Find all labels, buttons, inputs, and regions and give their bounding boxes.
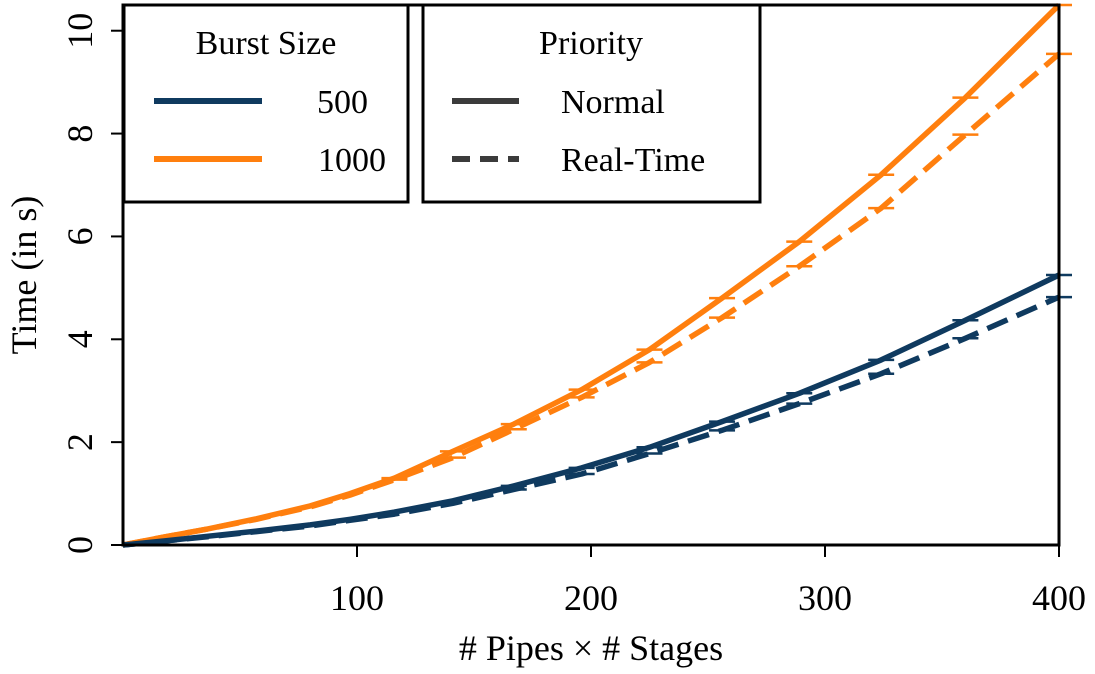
- y-tick-label: 0: [60, 536, 100, 554]
- x-tick-label: 200: [564, 578, 618, 618]
- legend-label-normal: Normal: [561, 84, 665, 121]
- series-line-500-real-time: [122, 294, 1061, 548]
- legend-label-500: 500: [317, 84, 368, 121]
- x-axis-title: # Pipes × # Stages: [459, 628, 723, 668]
- y-tick-label: 10: [60, 13, 100, 49]
- legend-label-real-time: Real-Time: [561, 142, 705, 179]
- axis-ticks-layer: 100 200 300 400 0 2 4 6 8 10: [60, 13, 1086, 618]
- legend-burst-size: Burst Size 500 1000: [122, 3, 410, 204]
- y-tick-label: 6: [60, 227, 100, 245]
- y-axis-title: Time (in s): [4, 196, 44, 355]
- legend-priority: Priority Normal Real-Time: [421, 3, 762, 204]
- legend-burst-title: Burst Size: [196, 25, 337, 62]
- x-tick-label: 100: [330, 578, 384, 618]
- plot-series-layer: [122, 3, 1072, 548]
- series-line-1000-normal: [122, 3, 1061, 548]
- y-tick-label: 4: [60, 330, 100, 348]
- series-line-500-normal: [122, 272, 1061, 548]
- legend-priority-title: Priority: [539, 25, 643, 62]
- legend-label-1000: 1000: [318, 142, 386, 179]
- y-tick-label: 2: [60, 433, 100, 451]
- x-tick-label: 300: [798, 578, 852, 618]
- y-tick-label: 8: [60, 125, 100, 143]
- x-tick-label: 400: [1032, 578, 1086, 618]
